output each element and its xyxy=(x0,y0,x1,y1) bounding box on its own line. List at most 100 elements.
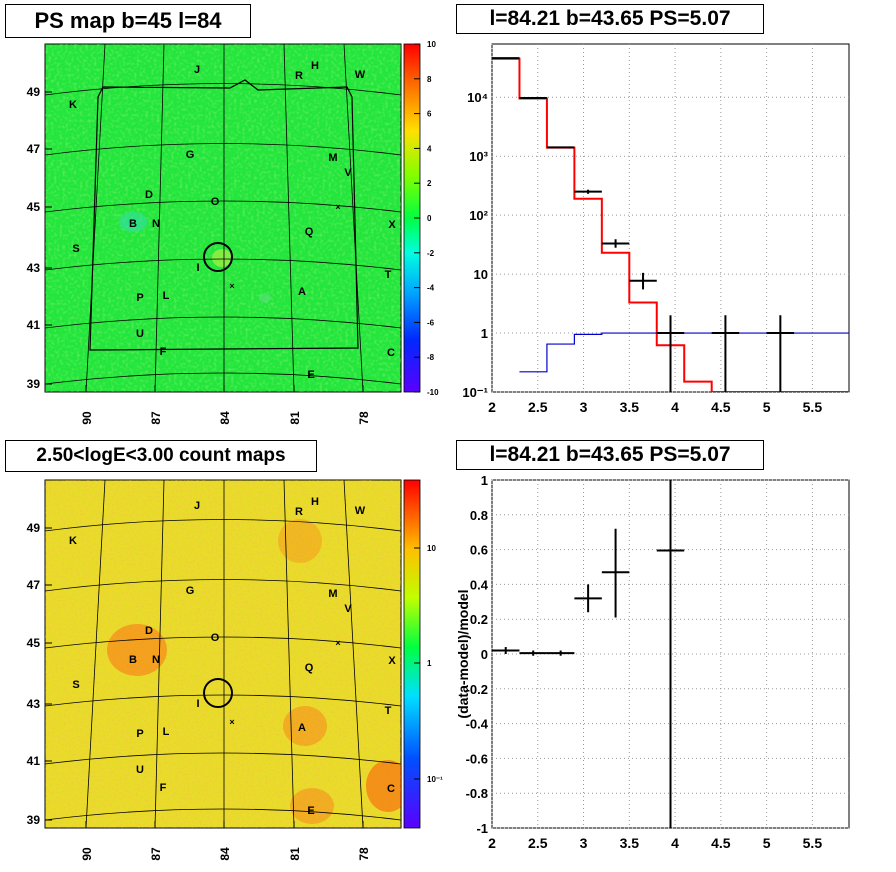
residual-x-tick-label: 5 xyxy=(763,835,771,851)
source-label: R xyxy=(295,70,303,82)
colorbar-tick-label: -10 xyxy=(427,388,439,397)
residual-title: l=84.21 b=43.65 PS=5.07 xyxy=(456,440,764,470)
source-label: M xyxy=(328,588,337,600)
source-label: O xyxy=(211,632,220,644)
residual-x-tick-label: 3.5 xyxy=(620,835,640,851)
residual-panel: 2 2.5 3 3.5 4 4.5 5 5.5 1 0.8 0.6 0.4 0.2 0 -0.2 -0.4 -0… xyxy=(448,436,896,872)
source-label: K xyxy=(69,535,77,547)
map-y-tick-label: 49 xyxy=(27,85,41,99)
source-label: D xyxy=(145,625,153,637)
spectrum-x-tick-label: 4.5 xyxy=(711,399,731,415)
svg-text:×: × xyxy=(229,281,234,291)
spectrum-data-point xyxy=(574,189,602,194)
source-label: V xyxy=(344,603,352,615)
map-y-tick-label: 45 xyxy=(27,636,41,650)
svg-text:×: × xyxy=(335,202,340,212)
source-label: U xyxy=(136,328,144,340)
colorbar-tick-label: 8 xyxy=(427,75,432,84)
map-x-tick-label: 90 xyxy=(80,411,94,425)
spectrum-svg: 2 2.5 3 3.5 4 4.5 5 5.5 10⁻¹ 1 10 10² 10³ 10⁴ xyxy=(462,43,850,415)
spectrum-data-point xyxy=(629,272,657,290)
count-map-title: 2.50<logE<3.00 count maps xyxy=(5,440,317,472)
map-y-tick-label: 39 xyxy=(27,813,41,827)
spectrum-title: l=84.21 b=43.65 PS=5.07 xyxy=(456,4,764,34)
residual-x-tick-label: 5.5 xyxy=(803,835,823,851)
spectrum-y-tick-label: 10 xyxy=(474,267,488,282)
spectrum-y-tick-label: 10⁴ xyxy=(467,90,488,105)
spectrum-y-tick-label: 10² xyxy=(469,208,488,223)
colorbar-tick-label: 10 xyxy=(427,544,436,553)
spectrum-y-tick-label: 1 xyxy=(481,326,488,341)
source-label: H xyxy=(311,60,319,72)
source-label: S xyxy=(72,679,79,691)
source-label: B xyxy=(129,654,137,666)
spectrum-data-point xyxy=(492,57,520,60)
source-label: X xyxy=(388,219,396,231)
count-colorbar xyxy=(403,479,421,829)
residual-data-point xyxy=(574,584,602,613)
spectrum-x-tick-label: 2.5 xyxy=(528,399,548,415)
map-x-tick-label: 90 xyxy=(80,847,94,861)
source-label: L xyxy=(163,726,170,738)
map-y-tick-label: 39 xyxy=(27,377,41,391)
source-label: P xyxy=(136,728,143,740)
map-x-tick-label: 84 xyxy=(218,847,232,861)
colorbar-tick-label: 10 xyxy=(427,40,436,49)
map-y-tick-label: 43 xyxy=(27,697,41,711)
residual-x-tick-label: 4.5 xyxy=(711,835,731,851)
source-label: C xyxy=(387,347,395,359)
map-y-tick-label: 49 xyxy=(27,521,41,535)
map-x-tick-label: 78 xyxy=(357,847,371,861)
source-label: S xyxy=(72,243,79,255)
count-map-grid xyxy=(45,480,401,828)
source-label: F xyxy=(160,782,167,794)
residual-ylabel: (data-model)/model xyxy=(455,589,471,718)
source-label: R xyxy=(295,506,303,518)
spectrum-panel: 2 2.5 3 3.5 4 4.5 5 5.5 10⁻¹ 1 10 10² 10³ 10⁴ l=84.21… xyxy=(448,0,896,436)
source-label: E xyxy=(307,805,314,817)
source-label: W xyxy=(355,69,366,81)
spectrum-x-tick-label: 2 xyxy=(488,399,496,415)
source-label: L xyxy=(163,290,170,302)
map-x-tick-label: 87 xyxy=(149,411,163,425)
residual-y-tick-label: -0.2 xyxy=(466,682,488,697)
residual-data-point xyxy=(492,647,520,654)
source-label: F xyxy=(160,346,167,358)
source-label: P xyxy=(136,292,143,304)
colorbar-tick-label: -6 xyxy=(427,318,435,327)
map-y-tick-label: 47 xyxy=(27,578,41,592)
spectrum-data-point xyxy=(656,315,685,392)
source-label: J xyxy=(194,500,200,512)
residual-y-tick-label: 1 xyxy=(481,473,488,488)
count-map-svg: × × J HR W K G MV D O B N Q X S I T P L A U F C E 10 1 10⁻¹ 90 8… xyxy=(27,479,443,861)
residual-data-point xyxy=(546,650,575,656)
source-label: A xyxy=(298,722,306,734)
residual-x-tick-label: 3 xyxy=(580,835,588,851)
source-label: X xyxy=(388,655,396,667)
map-x-tick-label: 78 xyxy=(357,411,371,425)
source-label: J xyxy=(194,64,200,76)
source-label: I xyxy=(196,698,199,710)
map-y-tick-label: 41 xyxy=(27,754,41,768)
residual-y-tick-label: 0.6 xyxy=(470,543,488,558)
residual-y-tick-label: -0.4 xyxy=(466,717,489,732)
spectrum-x-tick-label: 5 xyxy=(763,399,771,415)
svg-text:×: × xyxy=(335,638,340,648)
map-x-tick-label: 84 xyxy=(218,411,232,425)
colorbar-tick-label: -4 xyxy=(427,284,435,293)
source-label: N xyxy=(152,654,160,666)
count-source-circle xyxy=(203,678,233,708)
source-label: G xyxy=(186,585,195,597)
source-label: D xyxy=(145,189,153,201)
colorbar-tick-label: -8 xyxy=(427,353,435,362)
source-label: T xyxy=(385,269,392,281)
residual-y-tick-label: -0.6 xyxy=(466,751,488,766)
colorbar-tick-label: 4 xyxy=(427,144,432,153)
source-label: O xyxy=(211,196,220,208)
residual-y-tick-label: -1 xyxy=(476,821,488,836)
residual-svg: 2 2.5 3 3.5 4 4.5 5 5.5 1 0.8 0.6 0.4 0.2 0 -0.2 -0.4 -0… xyxy=(455,473,850,851)
map-y-tick-label: 41 xyxy=(27,318,41,332)
spectrum-x-tick-label: 3 xyxy=(580,399,588,415)
source-label: A xyxy=(298,286,306,298)
